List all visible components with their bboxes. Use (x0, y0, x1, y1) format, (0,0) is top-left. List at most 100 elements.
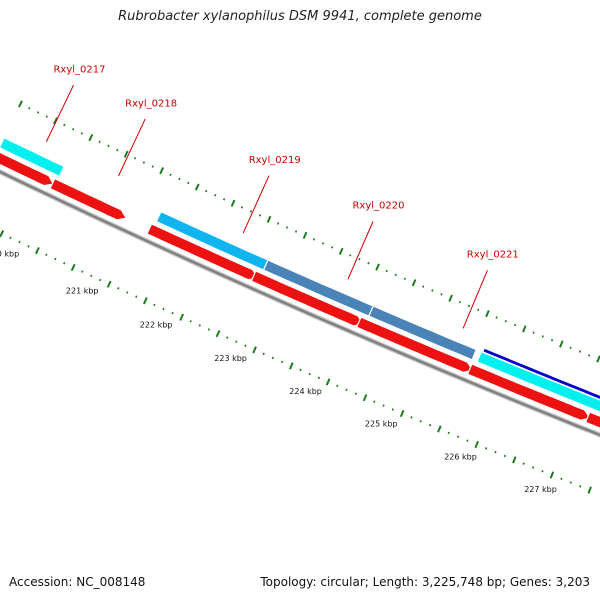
tick-upper (349, 254, 352, 257)
gene-labels: Rxyl_0217 Rxyl_0218 Rxyl_0219 Rxyl_0220 Rxyl… (45, 65, 519, 329)
scale-label: 226 kbp (444, 452, 477, 461)
tick-lower (531, 466, 535, 469)
tick-lower (162, 307, 165, 311)
tick-upper (285, 226, 289, 229)
accession-text: Accession: NC_008148 (9, 575, 146, 589)
tick-upper (541, 335, 544, 338)
tick-upper (375, 263, 380, 271)
gene-red-6 (466, 363, 592, 421)
tick-lower (419, 420, 422, 423)
scale-label: 221 kbp (66, 287, 99, 296)
tick-lower (466, 439, 469, 442)
gene-blue-1 (482, 347, 600, 401)
tick-lower (126, 291, 129, 294)
tick-upper (107, 144, 110, 148)
tick-lower (171, 311, 174, 315)
tick-upper (550, 339, 554, 342)
tick-lower (399, 409, 405, 418)
tick-lower (117, 287, 120, 290)
tick-lower (345, 388, 348, 391)
gene-label-leader (118, 118, 146, 177)
tick-lower (189, 320, 192, 323)
tick-upper (187, 181, 190, 185)
tick-upper (559, 340, 564, 348)
gene-label: Rxyl_0221 (467, 249, 519, 260)
tick-lower (90, 274, 93, 278)
tick-lower (106, 280, 112, 288)
tick-lower (541, 469, 544, 473)
tick-lower (63, 261, 66, 265)
tick-lower (179, 313, 185, 321)
tick-upper (312, 238, 316, 241)
tick-lower (0, 230, 5, 238)
tick-lower (215, 329, 221, 338)
tick-upper (458, 300, 461, 304)
tick-upper (133, 157, 137, 160)
tick-lower (99, 278, 102, 282)
tick-upper (194, 183, 200, 191)
gene-label: Rxyl_0217 (53, 65, 105, 76)
tick-lower (410, 416, 413, 419)
tick-lower (428, 423, 432, 427)
tick-upper (513, 323, 517, 327)
tick-lower (474, 440, 480, 449)
scale-label: 220 kbp (0, 249, 19, 258)
tick-lower (560, 477, 563, 480)
tick-lower (512, 456, 517, 464)
tick-lower (549, 471, 555, 479)
tick-lower (244, 344, 247, 348)
tick-upper (142, 161, 146, 164)
tick-lower (198, 324, 201, 327)
gene-steel-2 (368, 305, 478, 361)
tick-upper (80, 132, 84, 135)
map-title: Rubrobacter xylanophilus DSM 9941, compl… (118, 9, 482, 24)
tick-upper (504, 320, 507, 323)
tick-lower (299, 368, 302, 372)
tick-lower (325, 378, 331, 386)
tick-lower (280, 360, 284, 364)
tick-upper (116, 148, 119, 152)
gene-label-leader (347, 221, 374, 280)
tick-lower (373, 400, 376, 403)
tick-upper (477, 308, 480, 312)
tick-upper (596, 355, 600, 363)
tick-lower (18, 240, 21, 244)
tick-upper (588, 354, 591, 357)
tick-lower (317, 376, 321, 380)
tick-upper (522, 325, 527, 333)
gene-label: Rxyl_0220 (352, 201, 404, 212)
tick-upper (249, 210, 253, 213)
tick-upper (294, 230, 298, 233)
scale-label: 227 kbp (524, 485, 557, 494)
tick-lower (382, 404, 385, 407)
tick-upper (178, 177, 181, 181)
tick-upper (18, 100, 23, 108)
tick-lower (308, 372, 311, 376)
tick-upper (98, 140, 101, 144)
tick-lower (494, 450, 497, 454)
gene-red-2 (49, 177, 128, 221)
tick-upper (276, 222, 280, 225)
tick-lower (70, 263, 76, 272)
gene-red-5 (355, 316, 474, 373)
tick-upper (440, 293, 443, 296)
genome-summary: Topology: circular; Length: 3,225,748 bp… (260, 575, 590, 589)
tick-upper (422, 285, 425, 288)
gene-label-leader (462, 270, 488, 329)
tick-lower (262, 352, 265, 356)
tick-upper (578, 350, 582, 353)
gene-label: Rxyl_0218 (125, 98, 177, 109)
tick-marks (0, 100, 600, 494)
tick-lower (27, 245, 30, 248)
scale-label: 223 kbp (214, 354, 247, 363)
tick-lower (9, 236, 12, 240)
scale-label: 222 kbp (140, 321, 173, 330)
tick-upper (385, 269, 388, 273)
tick-lower (484, 447, 488, 450)
gene-features (0, 136, 600, 429)
gene-label-leader (45, 84, 74, 143)
tick-lower (235, 340, 238, 343)
tick-upper (169, 173, 172, 177)
tick-lower (362, 394, 368, 402)
